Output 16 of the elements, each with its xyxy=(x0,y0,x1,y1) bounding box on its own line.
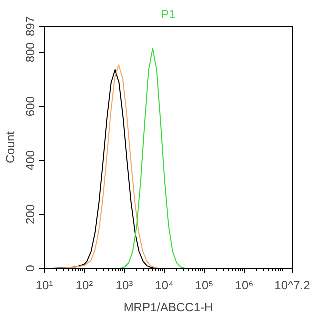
y-tick-label: 600 xyxy=(24,96,38,117)
x-tick-label: 10² xyxy=(76,278,94,292)
x-tick-label: 10⁶ xyxy=(235,278,254,292)
x-axis-title: MRP1/ABCC1-H xyxy=(124,300,214,314)
x-tick-label: 10¹ xyxy=(36,278,54,292)
x-tick-label: 10⁵ xyxy=(195,278,214,292)
y-tick-label: 200 xyxy=(24,204,38,225)
y-tick-label: 897 xyxy=(24,16,38,37)
y-tick-label: 400 xyxy=(24,150,38,171)
y-axis-title: Count xyxy=(4,130,18,164)
x-tick-label: 10⁴ xyxy=(155,278,174,292)
chart-title: P1 xyxy=(161,8,176,22)
x-tick-label: 10³ xyxy=(116,278,134,292)
y-tick-label: 800 xyxy=(24,42,38,63)
y-tick-label: 0 xyxy=(24,264,38,272)
x-tick-label: 10^7.2 xyxy=(274,278,311,292)
